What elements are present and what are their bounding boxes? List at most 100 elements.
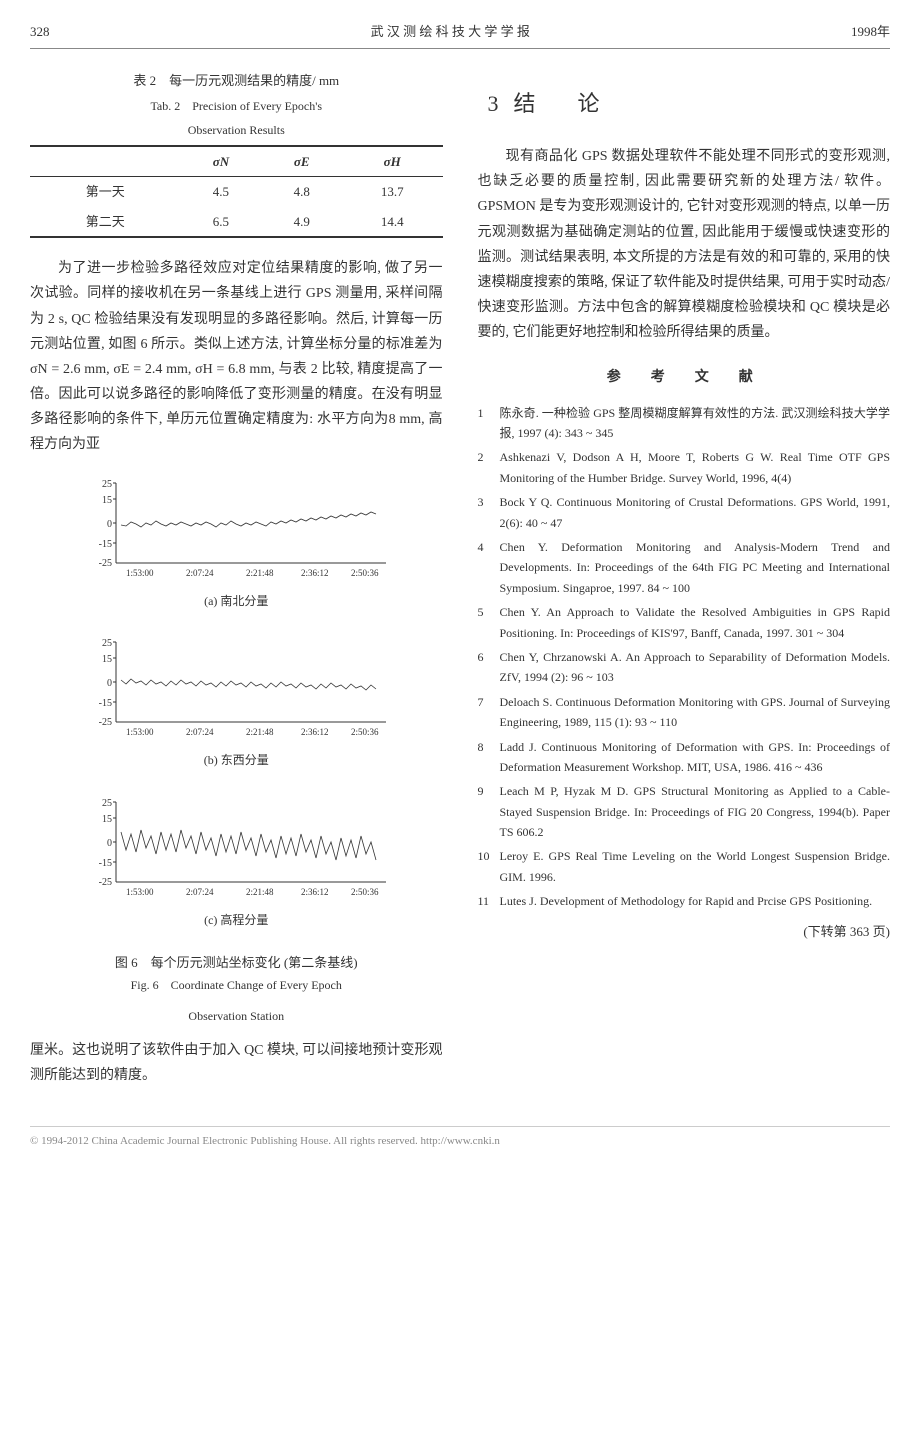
- svg-text:25: 25: [102, 798, 112, 809]
- section-title: 结 论: [514, 91, 610, 116]
- reference-item: 3Bock Y Q. Continuous Monitoring of Crus…: [478, 492, 891, 533]
- chart-b-label: (b) 东西分量: [30, 750, 443, 772]
- fig6-caption-zh: 图 6 每个历元测站坐标变化 (第二条基线): [30, 951, 443, 974]
- reference-item: 9Leach M P, Hyzak M D. GPS Structural Mo…: [478, 781, 891, 842]
- svg-text:-25: -25: [99, 717, 112, 728]
- footer-copyright: © 1994-2012 China Academic Journal Elect…: [30, 1126, 890, 1152]
- section-heading: 3 结 论: [488, 84, 891, 124]
- th-sigmaH: σH: [342, 146, 443, 177]
- reference-item: 1陈永奇. 一种检验 GPS 整周模糊度解算有效性的方法. 武汉测绘科技大学学报…: [478, 403, 891, 444]
- svg-text:15: 15: [102, 654, 112, 665]
- reference-text: 陈永奇. 一种检验 GPS 整周模糊度解算有效性的方法. 武汉测绘科技大学学报,…: [500, 403, 891, 444]
- svg-text:2:36:12: 2:36:12: [301, 727, 329, 737]
- reference-text: Chen Y, Chrzanowski A. An Approach to Se…: [500, 647, 891, 688]
- svg-text:1:53:00: 1:53:00: [126, 727, 154, 737]
- reference-number: 4: [478, 537, 500, 598]
- svg-text:-15: -15: [99, 698, 112, 709]
- reference-number: 3: [478, 492, 500, 533]
- chart-c-svg: 25 15 0 -15 -25 1:53:00 2:07:24 2:21:48 …: [76, 792, 396, 902]
- reference-item: 11Lutes J. Development of Methodology fo…: [478, 891, 891, 911]
- reference-text: Bock Y Q. Continuous Monitoring of Crust…: [500, 492, 891, 533]
- reference-item: 10Leroy E. GPS Real Time Leveling on the…: [478, 846, 891, 887]
- reference-text: Deloach S. Continuous Deformation Monito…: [500, 692, 891, 733]
- references-heading: 参 考 文 献: [478, 365, 891, 390]
- svg-text:0: 0: [107, 678, 112, 689]
- reference-text: Ladd J. Continuous Monitoring of Deforma…: [500, 737, 891, 778]
- reference-number: 11: [478, 891, 500, 911]
- journal-title: 武 汉 测 绘 科 技 大 学 学 报: [371, 20, 530, 43]
- svg-text:2:07:24: 2:07:24: [186, 887, 214, 897]
- ytick-label: -25: [99, 558, 112, 569]
- reference-item: 4Chen Y. Deformation Monitoring and Anal…: [478, 537, 891, 598]
- xtick-label: 2:21:48: [246, 568, 274, 578]
- reference-item: 2Ashkenazi V, Dodson A H, Moore T, Rober…: [478, 447, 891, 488]
- chart-c: 25 15 0 -15 -25 1:53:00 2:07:24 2:21:48 …: [30, 792, 443, 932]
- reference-text: Lutes J. Development of Methodology for …: [500, 891, 873, 911]
- reference-number: 10: [478, 846, 500, 887]
- chart-a: 25 15 0 -15 -25 1:53:00 2:07:24 2:21:48 …: [30, 473, 443, 613]
- svg-text:1:53:00: 1:53:00: [126, 887, 154, 897]
- svg-text:-15: -15: [99, 858, 112, 869]
- continued-note: (下转第 363 页): [478, 920, 891, 943]
- chart-b: 25 15 0 -15 -25 1:53:00 2:07:24 2:21:48 …: [30, 632, 443, 772]
- reference-number: 7: [478, 692, 500, 733]
- chart-a-label: (a) 南北分量: [30, 591, 443, 613]
- fig6-caption-en2: Observation Station: [30, 1006, 443, 1028]
- reference-number: 6: [478, 647, 500, 688]
- reference-number: 5: [478, 602, 500, 643]
- reference-text: Chen Y. Deformation Monitoring and Analy…: [500, 537, 891, 598]
- page-number: 328: [30, 20, 50, 43]
- ytick-label: 25: [102, 479, 112, 490]
- reference-text: Leroy E. GPS Real Time Leveling on the W…: [500, 846, 891, 887]
- chart-c-label: (c) 高程分量: [30, 910, 443, 932]
- reference-number: 2: [478, 447, 500, 488]
- svg-text:-25: -25: [99, 877, 112, 888]
- svg-text:2:50:36: 2:50:36: [351, 727, 379, 737]
- table2-caption-en1: Tab. 2 Precision of Every Epoch's: [30, 96, 443, 118]
- table-row: 第二天 6.5 4.9 14.4: [30, 207, 443, 237]
- reference-number: 8: [478, 737, 500, 778]
- reference-number: 1: [478, 403, 500, 444]
- reference-text: Ashkenazi V, Dodson A H, Moore T, Robert…: [500, 447, 891, 488]
- left-paragraph-1: 为了进一步检验多路径效应对定位结果精度的影响, 做了另一次试验。同样的接收机在另…: [30, 256, 443, 458]
- th-sigmaN: σN: [180, 146, 261, 177]
- ytick-label: 15: [102, 495, 112, 506]
- page-header: 328 武 汉 测 绘 科 技 大 学 学 报 1998年: [30, 20, 890, 49]
- reference-text: Chen Y. An Approach to Validate the Reso…: [500, 602, 891, 643]
- svg-text:2:21:48: 2:21:48: [246, 887, 274, 897]
- xtick-label: 2:36:12: [301, 568, 329, 578]
- section-number: 3: [488, 91, 499, 116]
- xtick-label: 1:53:00: [126, 568, 154, 578]
- svg-text:0: 0: [107, 838, 112, 849]
- left-paragraph-2: 厘米。这也说明了该软件由于加入 QC 模块, 可以间接地预计变形观测所能达到的精…: [30, 1038, 443, 1088]
- reference-item: 7Deloach S. Continuous Deformation Monit…: [478, 692, 891, 733]
- conclusion-paragraph: 现有商品化 GPS 数据处理软件不能处理不同形式的变形观测, 也缺乏必要的质量控…: [478, 144, 891, 346]
- reference-item: 5Chen Y. An Approach to Validate the Res…: [478, 602, 891, 643]
- th-blank: [30, 146, 180, 177]
- svg-text:15: 15: [102, 814, 112, 825]
- svg-text:25: 25: [102, 638, 112, 649]
- references-list: 1陈永奇. 一种检验 GPS 整周模糊度解算有效性的方法. 武汉测绘科技大学学报…: [478, 403, 891, 912]
- fig6-caption-en1: Fig. 6 Coordinate Change of Every Epoch: [30, 975, 443, 997]
- table2-caption-en2: Observation Results: [30, 120, 443, 142]
- table2-caption-zh: 表 2 每一历元观测结果的精度/ mm: [30, 69, 443, 92]
- right-column: 3 结 论 现有商品化 GPS 数据处理软件不能处理不同形式的变形观测, 也缺乏必…: [478, 69, 891, 1096]
- ytick-label: 0: [107, 519, 112, 530]
- reference-text: Leach M P, Hyzak M D. GPS Structural Mon…: [500, 781, 891, 842]
- page-year: 1998年: [851, 20, 890, 43]
- chart-b-svg: 25 15 0 -15 -25 1:53:00 2:07:24 2:21:48 …: [76, 632, 396, 742]
- xtick-label: 2:07:24: [186, 568, 214, 578]
- svg-text:2:36:12: 2:36:12: [301, 887, 329, 897]
- left-column: 表 2 每一历元观测结果的精度/ mm Tab. 2 Precision of …: [30, 69, 443, 1096]
- reference-number: 9: [478, 781, 500, 842]
- th-sigmaE: σE: [261, 146, 342, 177]
- svg-text:2:50:36: 2:50:36: [351, 887, 379, 897]
- svg-text:2:21:48: 2:21:48: [246, 727, 274, 737]
- xtick-label: 2:50:36: [351, 568, 379, 578]
- table2: σN σE σH 第一天 4.5 4.8 13.7 第二天 6.5 4.9 14…: [30, 145, 443, 238]
- svg-text:2:07:24: 2:07:24: [186, 727, 214, 737]
- table-row: 第一天 4.5 4.8 13.7: [30, 177, 443, 207]
- reference-item: 6Chen Y, Chrzanowski A. An Approach to S…: [478, 647, 891, 688]
- reference-item: 8Ladd J. Continuous Monitoring of Deform…: [478, 737, 891, 778]
- chart-a-svg: 25 15 0 -15 -25 1:53:00 2:07:24 2:21:48 …: [76, 473, 396, 583]
